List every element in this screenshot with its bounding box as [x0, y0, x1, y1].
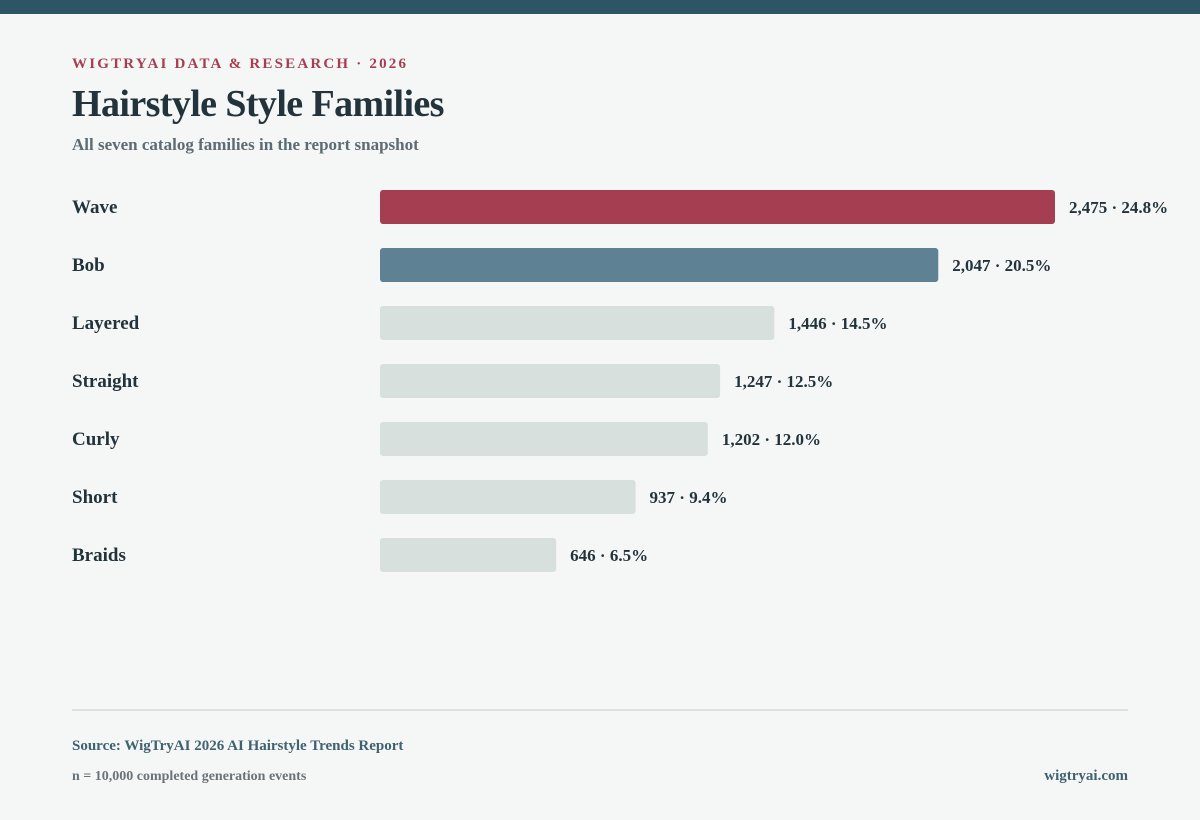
value-label-short: 937 · 9.4% — [650, 488, 728, 507]
eyebrow-label: WIGTRYAI DATA & RESEARCH · 2026 — [72, 56, 409, 72]
category-label-straight: Straight — [72, 371, 139, 392]
value-label-bob: 2,047 · 20.5% — [952, 256, 1051, 275]
source-note: Source: WigTryAI 2026 AI Hairstyle Trend… — [72, 738, 404, 754]
bar-bob — [380, 248, 939, 282]
sample-size-note: n = 10,000 completed generation events — [72, 769, 307, 784]
category-label-braids: Braids — [72, 545, 126, 566]
category-label-short: Short — [72, 487, 118, 508]
site-link[interactable]: wigtryai.com — [1044, 768, 1128, 784]
value-label-curly: 1,202 · 12.0% — [722, 430, 821, 449]
category-label-layered: Layered — [72, 313, 140, 334]
bar-short — [380, 480, 636, 514]
category-label-curly: Curly — [72, 429, 120, 450]
bar-layered — [380, 306, 775, 340]
bar-wave — [380, 190, 1055, 224]
chart-title: Hairstyle Style Families — [72, 83, 444, 125]
bar-straight — [380, 364, 721, 398]
chart-subtitle: All seven catalog families in the report… — [72, 135, 419, 154]
value-label-braids: 646 · 6.5% — [570, 546, 648, 565]
category-label-bob: Bob — [72, 255, 105, 276]
bar-chart: Wave 2,475 · 24.8% Bob 2,047 · 20.5% Layered… — [72, 190, 1168, 572]
value-label-straight: 1,247 · 12.5% — [734, 372, 833, 391]
top-accent-band — [0, 0, 1200, 14]
bar-braids — [380, 538, 557, 572]
value-label-wave: 2,475 · 24.8% — [1069, 198, 1168, 217]
bar-curly — [380, 422, 708, 456]
footer-divider — [72, 709, 1128, 711]
value-label-layered: 1,446 · 14.5% — [788, 314, 887, 333]
category-label-wave: Wave — [72, 197, 117, 218]
